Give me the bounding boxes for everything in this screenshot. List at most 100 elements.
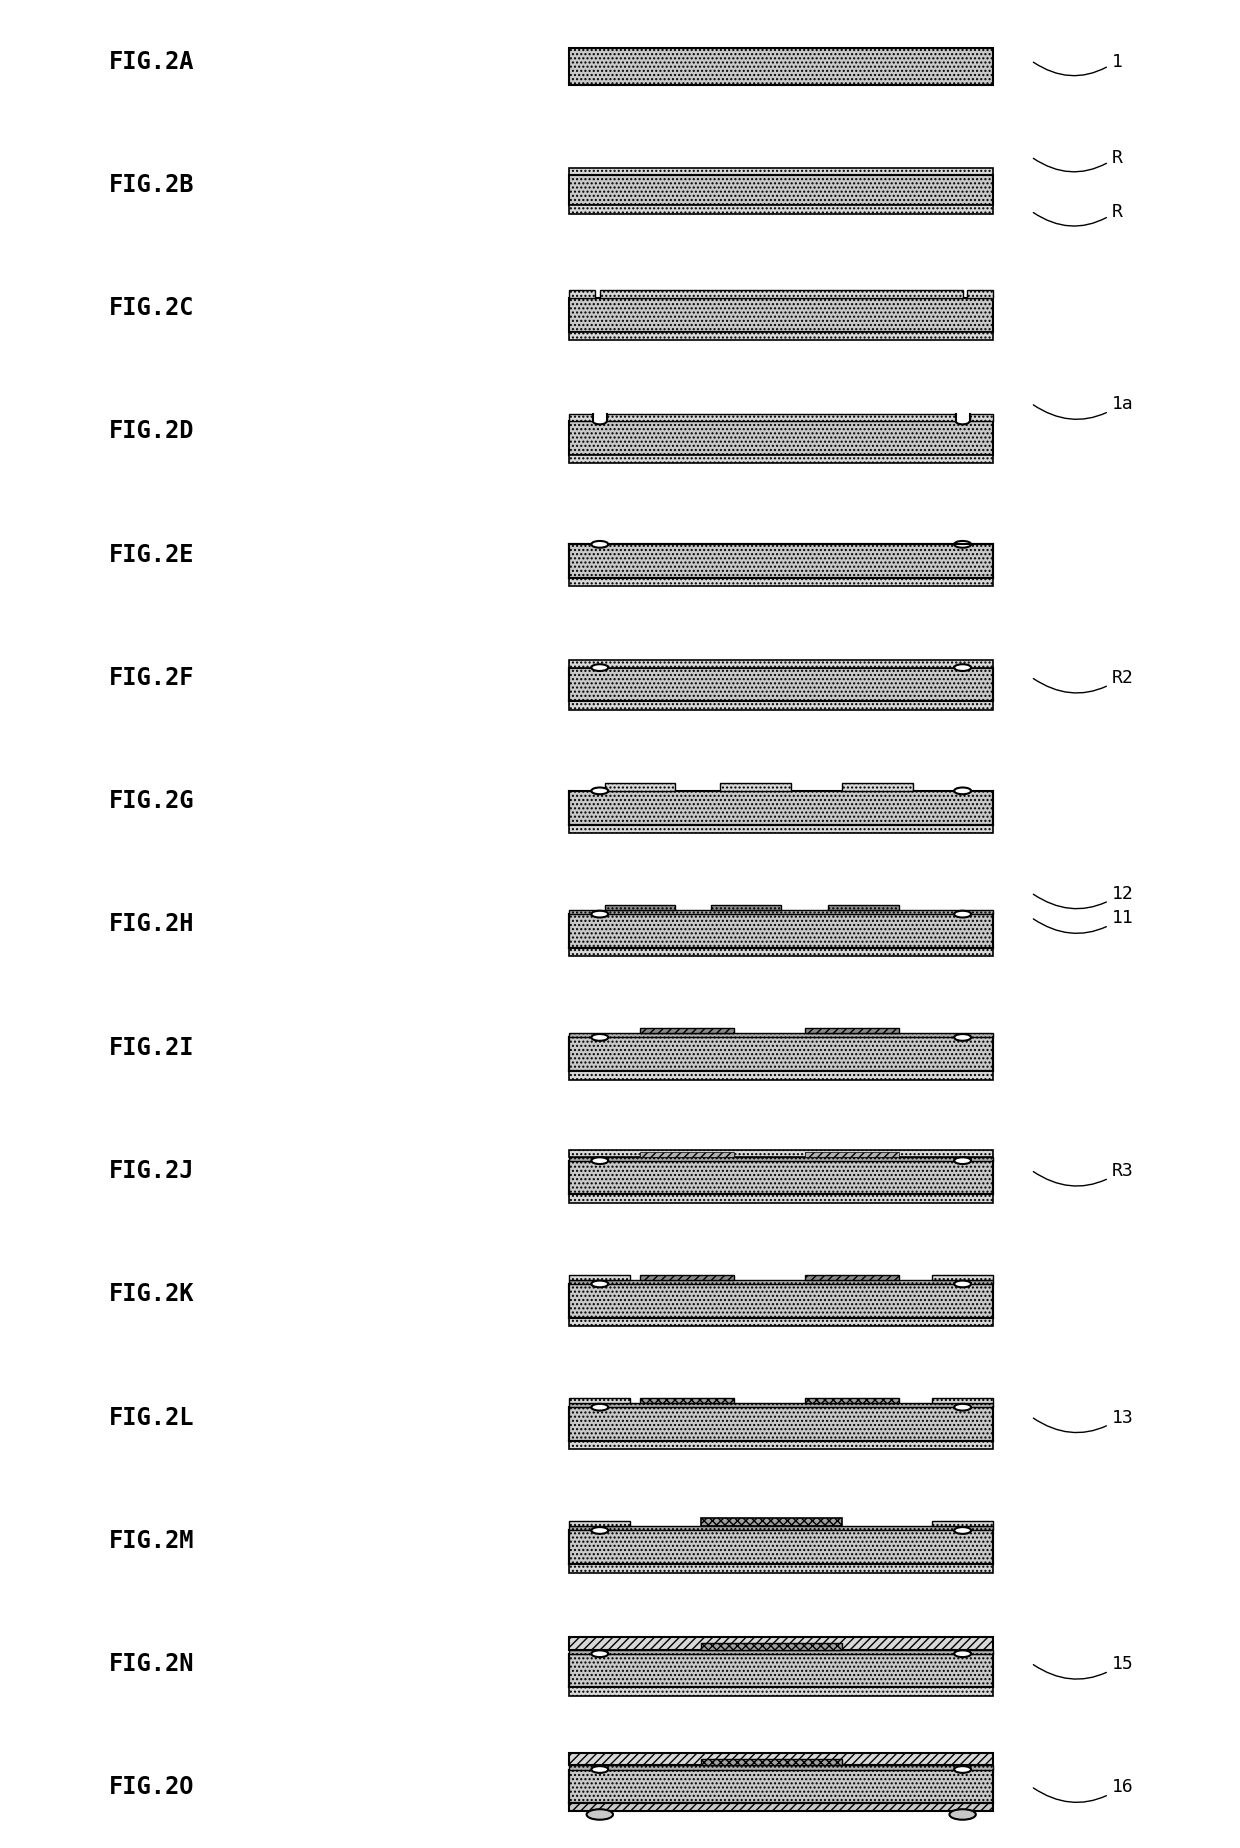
Bar	[569, 791, 993, 826]
Bar	[569, 578, 993, 588]
Bar	[569, 1654, 993, 1687]
Bar	[569, 292, 595, 299]
Bar	[569, 915, 993, 948]
Bar	[569, 662, 993, 669]
Text: R: R	[1033, 148, 1122, 172]
Circle shape	[954, 1526, 971, 1534]
Circle shape	[591, 1281, 609, 1288]
Bar	[569, 1399, 630, 1403]
Bar	[569, 48, 993, 87]
Bar	[605, 784, 676, 791]
Bar	[805, 1399, 899, 1403]
Bar	[600, 292, 962, 299]
Bar	[569, 1565, 993, 1573]
Bar	[569, 1754, 993, 1765]
Bar	[569, 1441, 993, 1449]
Circle shape	[954, 1404, 971, 1410]
Bar	[569, 1275, 630, 1281]
Bar	[805, 1275, 899, 1281]
Bar	[569, 702, 993, 710]
Text: FIG.2J: FIG.2J	[109, 1159, 195, 1183]
Bar	[701, 1759, 842, 1765]
Circle shape	[954, 1035, 971, 1040]
Text: FIG.2D: FIG.2D	[109, 419, 195, 444]
Bar	[640, 1027, 734, 1033]
Bar	[640, 1275, 734, 1281]
Text: FIG.2K: FIG.2K	[109, 1283, 195, 1305]
Circle shape	[954, 1281, 971, 1288]
Bar	[569, 1650, 993, 1654]
Text: 1a: 1a	[1033, 395, 1133, 419]
Bar	[569, 1403, 993, 1408]
Text: FIG.2A: FIG.2A	[109, 50, 195, 74]
Text: FIG.2O: FIG.2O	[109, 1774, 195, 1798]
Circle shape	[591, 787, 609, 795]
Bar	[640, 1399, 734, 1403]
Bar	[569, 1161, 993, 1196]
Bar	[569, 1039, 993, 1072]
Text: FIG.2G: FIG.2G	[109, 789, 195, 813]
Text: FIG.2C: FIG.2C	[109, 296, 195, 320]
Circle shape	[954, 1767, 971, 1772]
Bar	[805, 1027, 899, 1033]
Bar	[606, 414, 956, 421]
Text: R2: R2	[1033, 669, 1133, 693]
Bar	[569, 911, 993, 915]
Bar	[569, 1765, 993, 1770]
Circle shape	[587, 1809, 613, 1820]
Bar	[569, 1687, 993, 1696]
Text: 15: 15	[1033, 1654, 1133, 1680]
Bar	[569, 1318, 993, 1327]
Bar	[569, 1530, 993, 1565]
Bar	[932, 1275, 993, 1281]
Text: FIG.2E: FIG.2E	[109, 543, 195, 565]
Text: FIG.2N: FIG.2N	[109, 1652, 195, 1674]
Circle shape	[591, 541, 609, 549]
Circle shape	[954, 1650, 971, 1658]
Text: 13: 13	[1033, 1408, 1133, 1432]
Circle shape	[591, 1404, 609, 1410]
Circle shape	[950, 1809, 976, 1820]
Bar	[569, 1284, 993, 1318]
Bar	[842, 784, 913, 791]
Bar	[569, 1033, 993, 1039]
Text: R3: R3	[1033, 1161, 1133, 1186]
Circle shape	[591, 665, 609, 671]
Bar	[805, 1153, 899, 1157]
Bar	[640, 1153, 734, 1157]
Text: FIG.2L: FIG.2L	[109, 1404, 195, 1429]
Bar	[701, 1643, 842, 1650]
Bar	[720, 784, 791, 791]
Bar	[970, 414, 993, 421]
Bar	[932, 1399, 993, 1403]
Bar	[569, 1072, 993, 1079]
Bar	[569, 176, 993, 207]
Bar	[569, 1149, 993, 1157]
Text: R: R	[1033, 203, 1122, 227]
Circle shape	[591, 911, 609, 918]
FancyBboxPatch shape	[593, 416, 606, 425]
Text: FIG.2F: FIG.2F	[109, 665, 195, 689]
Bar	[569, 669, 993, 702]
Text: FIG.2M: FIG.2M	[109, 1528, 195, 1552]
Bar	[569, 421, 993, 456]
Circle shape	[591, 1035, 609, 1040]
Circle shape	[591, 1767, 609, 1772]
Circle shape	[954, 1157, 971, 1164]
Text: 16: 16	[1033, 1778, 1133, 1802]
Bar	[967, 292, 993, 299]
Bar	[569, 1408, 993, 1441]
Bar	[569, 168, 993, 176]
Circle shape	[954, 911, 971, 918]
Circle shape	[591, 1157, 609, 1164]
Bar	[828, 906, 899, 911]
Bar	[569, 948, 993, 957]
Circle shape	[954, 787, 971, 795]
Bar	[569, 1196, 993, 1203]
Bar	[569, 1526, 993, 1530]
Bar	[569, 299, 993, 333]
Circle shape	[954, 665, 971, 671]
Bar	[569, 333, 993, 340]
Text: FIG.2I: FIG.2I	[109, 1035, 195, 1059]
FancyBboxPatch shape	[956, 416, 970, 425]
